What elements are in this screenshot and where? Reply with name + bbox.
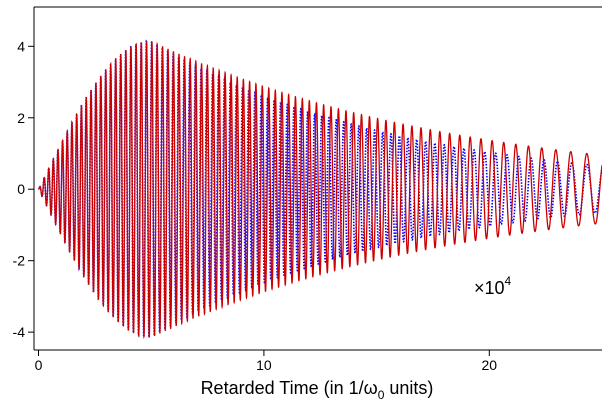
y-tick-label-0: -4 [13,324,26,340]
y-tick-label-1: -2 [13,253,26,269]
x-axis-title-rest: units) [384,378,433,398]
series-line-0 [38,39,602,338]
y-tick-label-3: 2 [17,110,25,126]
x-axis-title-subscript: 0 [378,388,385,402]
x-tick-label-1: 10 [256,357,272,373]
tick-layer: 0 10 20 -4 -2 0 2 4 [13,38,498,373]
series-layer [38,39,602,340]
axes-layer [33,6,602,351]
multiplier-annotation: ×104 [474,274,512,298]
x-axis-title: Retarded Time (in 1/ω0 units) [201,378,434,402]
x-axis-title-main: Retarded Time (in 1/ω [201,378,378,398]
x-tick-label-0: 0 [35,357,43,373]
multiplier-exponent: 4 [505,274,512,288]
y-tick-label-2: 0 [17,181,25,197]
y-tick-label-4: 4 [17,38,25,54]
x-tick-label-2: 20 [482,357,498,373]
multiplier-base: ×10 [474,278,505,298]
series-line-1 [38,41,602,340]
